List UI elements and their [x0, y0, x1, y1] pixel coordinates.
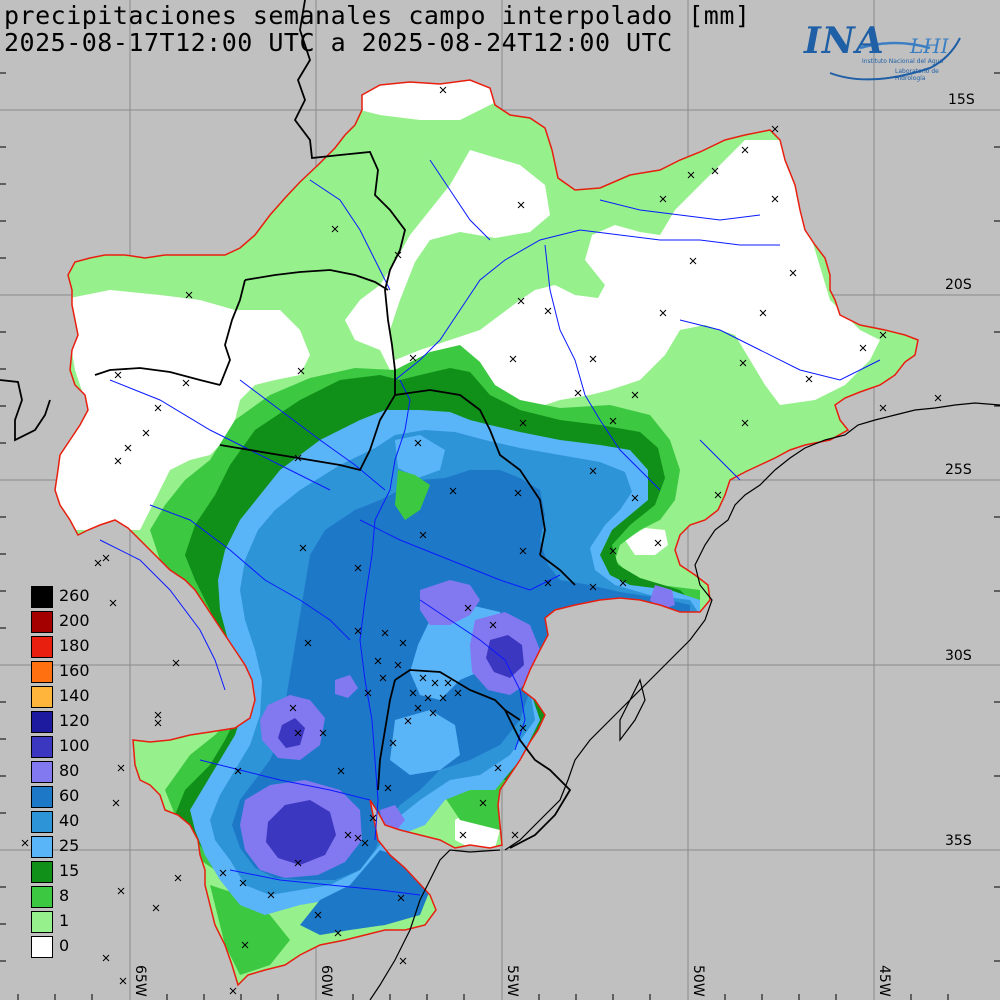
- legend-swatch: [31, 661, 53, 683]
- legend-swatch: [31, 936, 53, 958]
- legend-swatch: [31, 736, 53, 758]
- lat-label-30s: 30S: [945, 648, 972, 664]
- logo-lhi-text: LHI: [910, 34, 949, 58]
- legend-label: 120: [59, 711, 90, 730]
- legend-label: 180: [59, 636, 90, 655]
- legend-label: 15: [59, 861, 80, 880]
- ina-lhi-logo: INA LHI Instituto Nacional del Agua Labo…: [800, 18, 970, 88]
- legend-label: 80: [59, 761, 80, 780]
- lon-label-65w: 65W: [132, 965, 148, 997]
- lat-label-15s: 15S: [948, 92, 975, 108]
- legend-swatch: [31, 761, 53, 783]
- legend-swatch: [31, 636, 53, 658]
- legend-swatch: [31, 686, 53, 708]
- graticule-ticks: [0, 72, 1000, 1000]
- legend-swatch: [31, 886, 53, 908]
- legend-label: 0: [59, 936, 70, 955]
- legend-label: 160: [59, 661, 90, 680]
- coastline: [369, 402, 1000, 1000]
- legend-label: 25: [59, 836, 80, 855]
- logo-subtitle-ina: Instituto Nacional del Agua: [862, 58, 944, 65]
- lon-label-60w: 60W: [318, 965, 334, 997]
- lon-label-55w: 55W: [504, 965, 520, 997]
- political-borders: [0, 0, 576, 849]
- legend-swatch: [31, 836, 53, 858]
- legend-label: 8: [59, 886, 70, 905]
- lon-label-50w: 50W: [690, 965, 706, 997]
- legend-label: 140: [59, 686, 90, 705]
- legend-swatch: [31, 611, 53, 633]
- legend-swatch: [31, 711, 53, 733]
- lon-label-45w: 45W: [876, 965, 892, 997]
- legend-label: 60: [59, 786, 80, 805]
- lat-label-20s: 20S: [945, 277, 972, 293]
- legend-label: 200: [59, 611, 90, 630]
- logo-subtitle-lhi: Laboratorio de Hidrología: [895, 68, 939, 82]
- legend-swatch: [31, 586, 53, 608]
- logo-swoosh-icon: [829, 37, 961, 81]
- legend-swatch: [31, 786, 53, 808]
- legend-label: 100: [59, 736, 90, 755]
- logo-ina-text: INA: [804, 20, 885, 62]
- rivers: [99, 159, 881, 896]
- legend-swatch: [31, 911, 53, 933]
- map-period: 2025-08-17T12:00 UTC a 2025-08-24T12:00 …: [4, 28, 673, 57]
- legend-label: 1: [59, 911, 70, 930]
- station-markers: [21, 86, 942, 995]
- legend-label: 260: [59, 586, 90, 605]
- legend-swatch: [31, 861, 53, 883]
- legend-swatch: [31, 811, 53, 833]
- lat-label-25s: 25S: [945, 462, 972, 478]
- map-title: precipitaciones semanales campo interpol…: [4, 1, 751, 30]
- legend-label: 40: [59, 811, 80, 830]
- lat-label-35s: 35S: [945, 833, 972, 849]
